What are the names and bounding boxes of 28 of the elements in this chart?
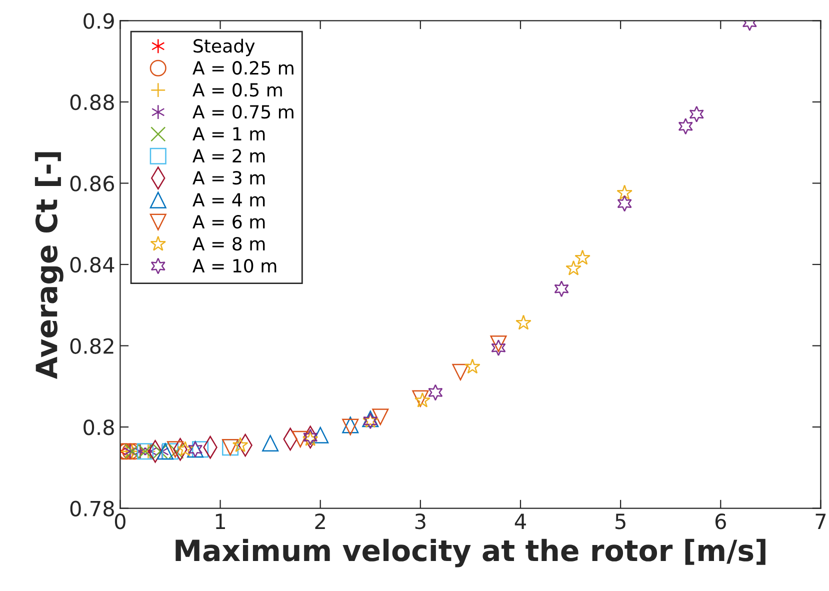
y-tick-label: 0.82 (70, 338, 114, 354)
y-tick-label: 0.88 (70, 94, 114, 110)
x-tick-label: 5 (616, 514, 626, 530)
legend-label: A = 1 m (192, 127, 265, 140)
legend-label: A = 0.25 m (192, 61, 294, 75)
x-tick-label: 7 (816, 514, 826, 529)
y-tick-label: 0.78 (70, 500, 114, 516)
x-tick-label: 6 (715, 513, 726, 530)
x-tick-label: 0 (114, 513, 126, 530)
x-tick-label: 1 (216, 514, 225, 529)
x-tick-label: 4 (514, 514, 526, 529)
legend-label: A = 3 m (192, 170, 265, 185)
x-axis-title: Maximum velocity at the rotor [m/s] (176, 538, 766, 568)
legend-label: A = 4 m (192, 193, 265, 206)
y-axis-title: Average Ct [-] (34, 152, 64, 380)
y-tick-label: 0.86 (70, 176, 114, 192)
legend-label: A = 6 m (192, 214, 265, 229)
legend-label: A = 0.75 m (192, 105, 294, 119)
legend-label: Steady (194, 38, 255, 56)
legend-label: A = 8 m (192, 236, 265, 251)
y-tick-label: 0.84 (70, 256, 114, 273)
legend-label: A = 10 m (192, 258, 276, 273)
legend-label: A = 0.5 m (192, 83, 282, 97)
x-tick-label: 3 (415, 513, 426, 530)
legend-label: A = 2 m (192, 149, 265, 162)
x-tick-label: 2 (315, 513, 325, 529)
y-tick-label: 0.8 (84, 419, 114, 436)
y-tick-label: 0.9 (84, 13, 114, 29)
